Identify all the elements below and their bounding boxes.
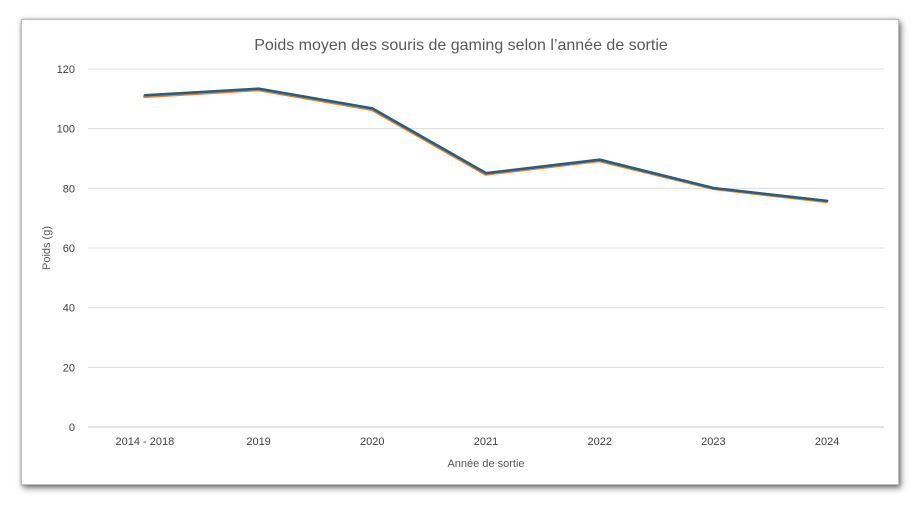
y-tick-label: 80 <box>63 183 75 195</box>
y-tick-label: 20 <box>63 362 75 374</box>
x-tick-label: 2023 <box>701 436 725 448</box>
y-tick-label: 120 <box>57 64 75 76</box>
x-axis-title: Année de sortie <box>447 458 524 470</box>
y-axis-title: Poids (g) <box>41 226 53 270</box>
chart-title: Poids moyen des souris de gaming selon l… <box>254 37 668 54</box>
chart-frame: Poids moyen des souris de gaming selon l… <box>21 19 899 485</box>
x-tick-label: 2024 <box>815 436 839 448</box>
x-tick-label: 2022 <box>587 436 611 448</box>
y-tick-label: 60 <box>63 243 75 255</box>
y-tick-label: 40 <box>63 303 75 315</box>
y-tick-label: 100 <box>57 124 75 136</box>
x-tick-label: 2020 <box>360 436 384 448</box>
y-tick-label: 0 <box>69 422 75 434</box>
line-chart: Poids moyen des souris de gaming selon l… <box>41 37 884 470</box>
y-axis-ticks: 0 20 40 60 80 100 120 <box>57 64 75 434</box>
gridlines <box>88 68 884 428</box>
x-tick-label: 2014 - 2018 <box>115 436 174 448</box>
series-lines <box>143 87 829 204</box>
x-tick-label: 2021 <box>474 436 498 448</box>
series-line-1 <box>143 88 828 204</box>
x-axis-ticks: 2014 - 2018 2019 2020 2021 2022 2023 2024 <box>115 436 839 448</box>
x-tick-label: 2019 <box>246 436 270 448</box>
series-line-2 <box>143 87 829 203</box>
